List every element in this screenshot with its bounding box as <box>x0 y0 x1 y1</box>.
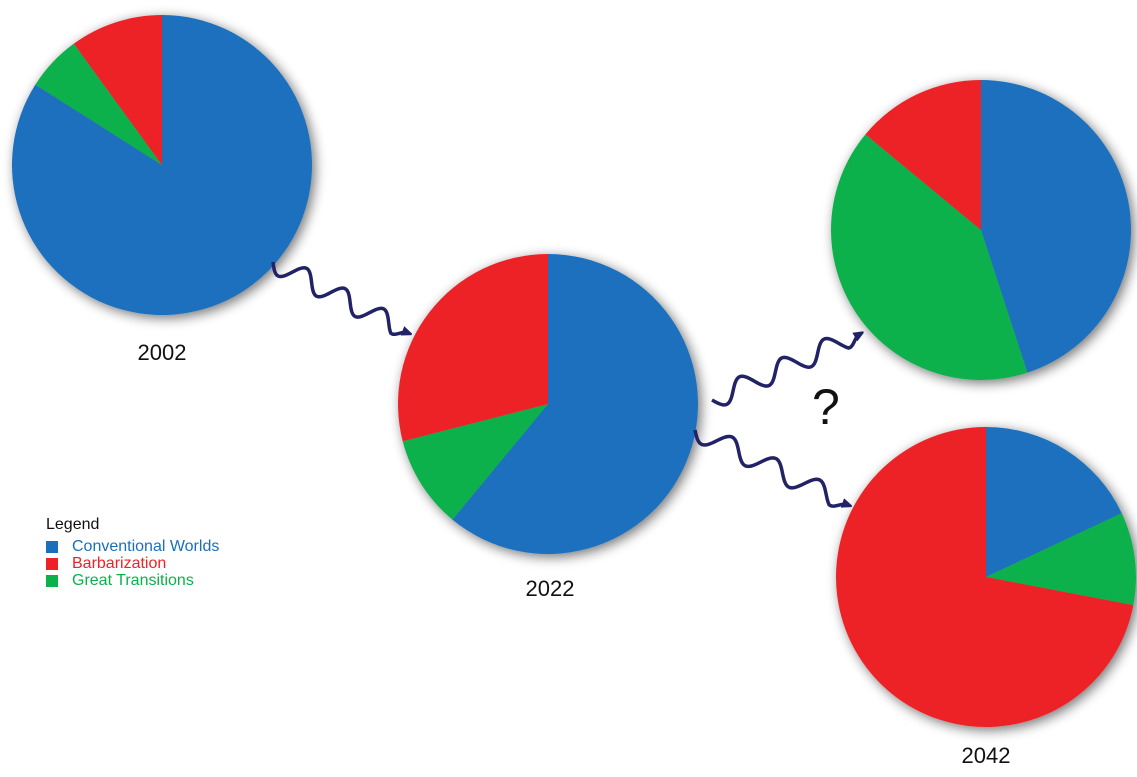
pie-slice-great-transitions <box>35 43 162 166</box>
pie-label-2042: 2042 <box>961 743 1011 768</box>
pie-label-2002: 2002 <box>137 340 187 365</box>
pie-slice-conventional-worlds <box>452 254 698 554</box>
question-mark: ? <box>812 379 840 435</box>
pie-slice-barbarization <box>865 80 981 230</box>
pie-2022 <box>398 254 698 554</box>
pie-slice-conventional-worlds <box>986 427 1122 577</box>
pie-slice-barbarization <box>73 15 162 165</box>
legend-swatch <box>46 574 58 587</box>
arrow-2002-to-2022 <box>271 261 408 337</box>
pie-slice-barbarization <box>398 254 548 442</box>
pie-slice-barbarization <box>836 427 1134 727</box>
pie-slice-great-transitions <box>986 513 1136 606</box>
legend-item-barbarization: Barbarization <box>46 555 219 572</box>
pie-2042-lower <box>836 427 1136 727</box>
pie-slice-conventional-worlds <box>981 80 1132 373</box>
legend-item-great-transitions: Great Transitions <box>46 572 219 589</box>
pie-slice-great-transitions <box>830 134 1028 381</box>
pie-2002 <box>11 15 313 315</box>
pie-slice-great-transitions <box>402 404 548 520</box>
legend-label: Great Transitions <box>72 571 194 589</box>
legend: Legend Conventional Worlds Barbarization… <box>46 516 219 589</box>
pie-label-2022: 2022 <box>525 576 575 601</box>
legend-swatch <box>46 557 58 570</box>
arrow-2022-to-lower <box>693 429 848 508</box>
legend-label: Barbarization <box>72 554 167 572</box>
arrow-2022-to-upper <box>711 334 860 407</box>
legend-label: Conventional Worlds <box>72 537 220 555</box>
pie-2042-upper <box>830 80 1132 381</box>
legend-title: Legend <box>46 516 100 533</box>
pie-slice-conventional-worlds <box>11 15 313 315</box>
legend-swatch <box>46 540 58 553</box>
legend-item-conventional-worlds: Conventional Worlds <box>46 538 219 555</box>
